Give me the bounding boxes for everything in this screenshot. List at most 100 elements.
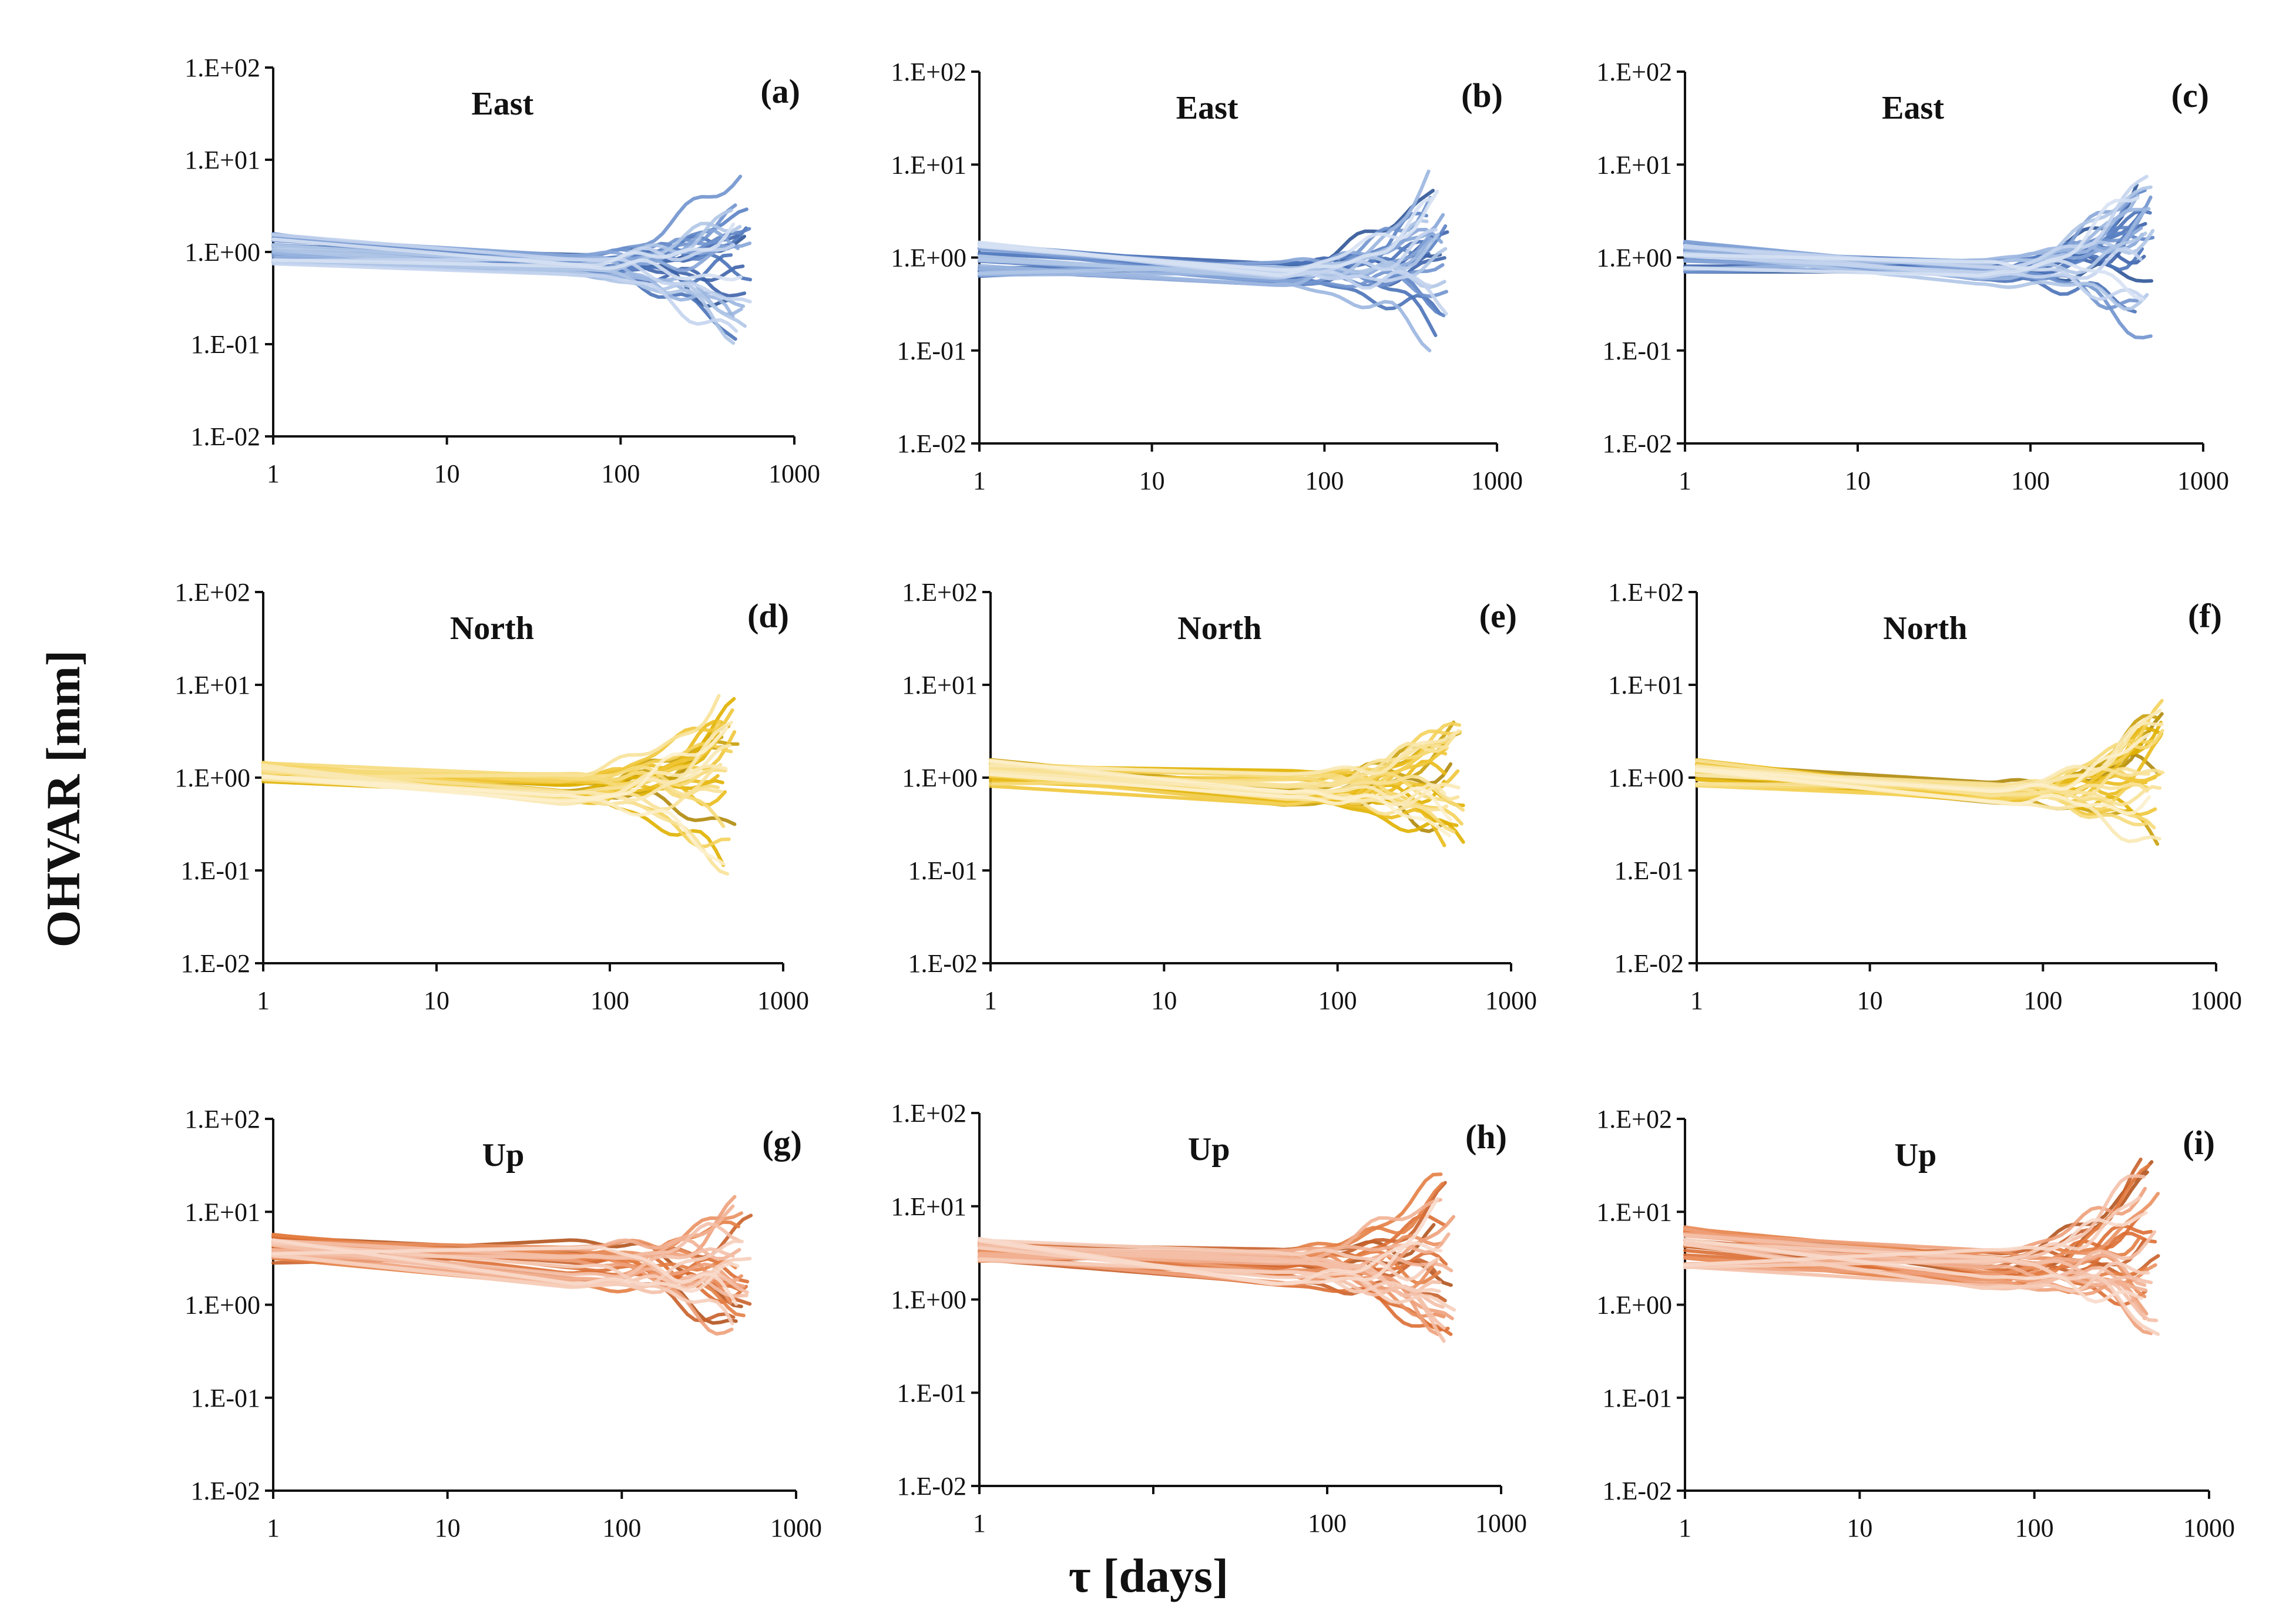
x-tick-label: 1000 bbox=[2183, 1514, 2235, 1542]
panel-e: 1.E-02 1.E-01 1.E+00 1.E+01 1.E+02 1 10 100 1000… bbox=[902, 578, 1537, 1015]
panel-letter: (a) bbox=[760, 72, 800, 110]
series-line bbox=[989, 769, 1461, 807]
y-tick-label: 1.E-02 bbox=[1614, 949, 1684, 978]
series-line bbox=[261, 761, 727, 788]
panel-title: North bbox=[1883, 610, 1967, 647]
x-tick-label: 10 bbox=[1847, 1514, 1872, 1542]
y-tick-label: 1.E+00 bbox=[1596, 1291, 1672, 1320]
y-tick-label: 1.E+00 bbox=[1608, 764, 1684, 792]
y-tick-label: 1.E-01 bbox=[1602, 337, 1672, 365]
y-tick-label: 1.E+01 bbox=[1596, 1198, 1672, 1226]
series-line bbox=[1683, 196, 2140, 277]
series-line bbox=[261, 774, 726, 866]
panel-title: East bbox=[1882, 90, 1944, 126]
series-line bbox=[978, 267, 1432, 352]
y-tick-label: 1.E+02 bbox=[174, 578, 250, 607]
panel-letter: (f) bbox=[2188, 597, 2222, 635]
y-tick-label: 1.E+00 bbox=[174, 764, 250, 792]
x-tick-label: 1000 bbox=[1471, 466, 1523, 495]
y-tick-label: 1.E+01 bbox=[891, 1192, 966, 1221]
panel-letter: (g) bbox=[762, 1124, 802, 1162]
y-tick-label: 1.E+02 bbox=[1608, 578, 1684, 607]
x-tick-label: 1000 bbox=[1485, 986, 1537, 1015]
x-tick-label: 10 bbox=[1151, 986, 1177, 1015]
panel-title: East bbox=[1176, 90, 1238, 126]
y-tick-label: 1.E-01 bbox=[908, 856, 978, 885]
series-line bbox=[271, 258, 743, 282]
series-line bbox=[1683, 253, 2144, 301]
series-line bbox=[271, 1238, 740, 1293]
panel-b: 1.E-02 1.E-01 1.E+00 1.E+01 1.E+02 1 10 100 1000… bbox=[891, 58, 1523, 495]
series-line bbox=[1683, 174, 2149, 274]
series-line bbox=[978, 1239, 1443, 1286]
panel-letter: (e) bbox=[1479, 597, 1517, 635]
y-tick-label: 1.E+00 bbox=[1596, 244, 1672, 273]
y-tick-label: 1.E+02 bbox=[891, 1099, 966, 1128]
series-line bbox=[989, 734, 1456, 788]
panel-letter: (i) bbox=[2183, 1124, 2215, 1162]
panel-title: East bbox=[471, 86, 533, 122]
panel-title: North bbox=[450, 610, 534, 647]
x-tick-label: 1000 bbox=[757, 986, 809, 1015]
panel-letter: (h) bbox=[1465, 1118, 1507, 1156]
y-tick-label: 1.E-01 bbox=[190, 330, 260, 359]
x-tick-label: 1 bbox=[257, 986, 270, 1015]
panel-letter: (b) bbox=[1461, 76, 1503, 115]
panel-g: 1.E-02 1.E-01 1.E+00 1.E+01 1.E+02 1 10 100 1000… bbox=[184, 1105, 822, 1542]
series-line bbox=[271, 248, 736, 345]
x-tick-label: 10 bbox=[434, 459, 460, 488]
y-tick-label: 1.E+01 bbox=[902, 671, 978, 700]
series-line bbox=[261, 726, 729, 803]
series-line bbox=[1683, 1238, 2143, 1304]
panel-h: 1.E-02 1.E-01 1.E+00 1.E+01 1.E+02 1 100 1000 Up… bbox=[891, 1099, 1527, 1538]
y-tick-label: 1.E-01 bbox=[897, 337, 966, 365]
x-tick-label: 100 bbox=[590, 986, 629, 1015]
series-line bbox=[1683, 245, 2146, 301]
y-tick-label: 1.E-01 bbox=[1602, 1384, 1672, 1413]
y-tick-label: 1.E+01 bbox=[184, 1198, 260, 1226]
series-line bbox=[1683, 1210, 2148, 1267]
panel-a: 1.E-02 1.E-01 1.E+00 1.E+01 1.E+02 1 10 100 1000… bbox=[184, 53, 820, 488]
series-line bbox=[978, 1257, 1456, 1312]
y-tick-label: 1.E-02 bbox=[190, 422, 260, 451]
x-tick-label: 100 bbox=[2023, 986, 2062, 1015]
y-tick-label: 1.E-02 bbox=[908, 949, 978, 978]
x-tick-label: 1 bbox=[973, 466, 986, 495]
x-tick-label: 10 bbox=[1139, 466, 1165, 495]
series-line bbox=[978, 1238, 1440, 1282]
panel-title: Up bbox=[482, 1137, 525, 1173]
x-tick-label: 100 bbox=[1318, 986, 1357, 1015]
panels-group: 1.E-02 1.E-01 1.E+00 1.E+01 1.E+02 1 10 100 1000… bbox=[174, 53, 2242, 1542]
x-tick-label: 1 bbox=[1679, 1514, 1691, 1542]
x-tick-label: 1 bbox=[984, 986, 997, 1015]
x-tick-label: 1 bbox=[267, 1514, 280, 1542]
y-tick-label: 1.E-02 bbox=[1602, 429, 1672, 458]
series-line bbox=[1683, 1226, 2142, 1260]
x-tick-label: 100 bbox=[1308, 1509, 1347, 1538]
panel-d: 1.E-02 1.E-01 1.E+00 1.E+01 1.E+02 1 10 100 1000… bbox=[174, 578, 809, 1015]
x-tick-label: 1000 bbox=[770, 1514, 822, 1542]
x-tick-label: 10 bbox=[424, 986, 449, 1015]
panel-title: North bbox=[1177, 610, 1261, 647]
panel-c: 1.E-02 1.E-01 1.E+00 1.E+01 1.E+02 1 10 100 1000… bbox=[1596, 58, 2229, 495]
series-line bbox=[989, 772, 1451, 838]
y-tick-label: 1.E-02 bbox=[897, 429, 966, 458]
panel-letter: (c) bbox=[2171, 76, 2209, 115]
panel-i: 1.E-02 1.E-01 1.E+00 1.E+01 1.E+02 1 10 100 1000… bbox=[1596, 1105, 2235, 1542]
y-tick-label: 1.E+00 bbox=[902, 764, 978, 792]
series-line bbox=[978, 196, 1434, 277]
series-line bbox=[1683, 1242, 2150, 1293]
panel-title: Up bbox=[1895, 1137, 1937, 1173]
series-line bbox=[1695, 768, 2151, 816]
series-line bbox=[1683, 1265, 2153, 1290]
series-line bbox=[271, 1222, 741, 1260]
y-tick-label: 1.E-01 bbox=[1614, 856, 1684, 885]
y-tick-label: 1.E-01 bbox=[180, 856, 250, 885]
series-line bbox=[271, 1253, 752, 1290]
x-tick-label: 1 bbox=[1679, 466, 1691, 495]
x-tick-label: 1 bbox=[973, 1509, 986, 1538]
y-tick-label: 1.E+01 bbox=[1596, 150, 1672, 179]
x-tick-label: 1000 bbox=[1475, 1509, 1527, 1538]
x-tick-label: 1 bbox=[267, 459, 280, 488]
